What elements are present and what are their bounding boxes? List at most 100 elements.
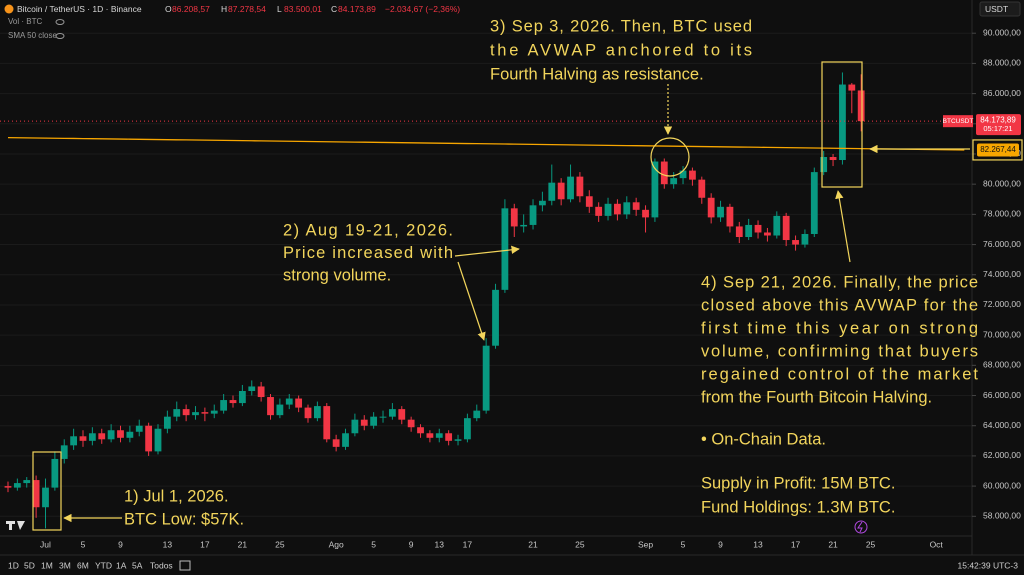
symbol-tag: BTCUSDT bbox=[943, 118, 974, 125]
candle-body bbox=[801, 233, 809, 245]
candle-body bbox=[201, 412, 209, 414]
annotation-line: from the Fourth Bitcoin Halving. bbox=[701, 388, 932, 406]
candle-body bbox=[670, 178, 678, 185]
x-tick-label: 5 bbox=[371, 539, 376, 549]
compare-button[interactable] bbox=[179, 560, 191, 571]
candle-body bbox=[576, 176, 584, 197]
candle-body bbox=[567, 176, 574, 200]
symbol: Bitcoin / TetherUS · 1D · Binance bbox=[17, 4, 142, 14]
range-button[interactable]: 1A bbox=[116, 560, 127, 570]
currency[interactable]: USDT bbox=[985, 4, 1008, 14]
x-tick-label: 21 bbox=[528, 539, 538, 549]
candle-body bbox=[248, 386, 256, 391]
candle-body bbox=[557, 182, 565, 200]
currency-select[interactable] bbox=[979, 1, 1021, 17]
candle-body bbox=[848, 84, 856, 91]
candle-body bbox=[454, 439, 462, 441]
x-tick-label: 9 bbox=[718, 539, 723, 549]
range-button[interactable]: 5D bbox=[24, 560, 35, 570]
alert-icon[interactable] bbox=[854, 520, 868, 534]
candle-body bbox=[689, 170, 696, 180]
ohlc-value: 83.500,01 bbox=[284, 4, 322, 14]
candle-body bbox=[435, 433, 443, 438]
candle-body bbox=[529, 205, 537, 225]
x-tick-label: 13 bbox=[163, 539, 173, 549]
plot bbox=[0, 72, 972, 529]
candle-body bbox=[163, 416, 171, 429]
annotation-line: Price increased with bbox=[283, 244, 453, 262]
candle-body bbox=[764, 232, 771, 236]
annotations: 1) Jul 1, 2026. BTC Low: $57K. 2) Aug 19-2… bbox=[124, 17, 978, 528]
candle-body bbox=[304, 407, 312, 419]
countdown: 05:17:21 bbox=[983, 124, 1012, 133]
candle-body bbox=[276, 404, 284, 416]
candle-body bbox=[595, 206, 603, 216]
candle-body bbox=[323, 406, 331, 440]
range-button[interactable]: 1M bbox=[41, 560, 53, 570]
y-tick-label: 88.000,00 bbox=[983, 58, 1021, 68]
x-tick-label: Sep bbox=[638, 539, 653, 549]
x-tick-label: 25 bbox=[275, 539, 285, 549]
x-tick-label: 13 bbox=[753, 539, 763, 549]
candle-body bbox=[623, 202, 631, 215]
x-tick-label: 25 bbox=[575, 539, 585, 549]
candle-body bbox=[210, 410, 218, 414]
annotation-line: Supply in Profit: 15M BTC. bbox=[701, 474, 895, 492]
candle-body bbox=[717, 206, 724, 218]
range-button[interactable]: YTD bbox=[95, 560, 112, 570]
candle-body bbox=[32, 480, 40, 508]
x-tick-label: 25 bbox=[866, 539, 876, 549]
candle-body bbox=[285, 398, 293, 405]
candle-body bbox=[42, 487, 49, 508]
alert-icon bbox=[857, 521, 863, 533]
ohlc-value: 86.208,57 bbox=[172, 4, 210, 14]
coin-icon bbox=[4, 4, 14, 14]
x-tick-label: 5 bbox=[681, 539, 686, 549]
candle-body bbox=[792, 240, 799, 245]
candle-body bbox=[539, 200, 546, 206]
eye-icon[interactable] bbox=[55, 19, 65, 25]
candle-body bbox=[726, 206, 734, 227]
logo bbox=[6, 521, 25, 530]
annotation-line: Fund Holdings: 1.3M BTC. bbox=[701, 498, 895, 516]
candle-body bbox=[473, 410, 481, 419]
sma-label: SMA 50 close bbox=[8, 31, 57, 40]
range-button[interactable]: 5A bbox=[132, 560, 143, 570]
y-tick-label: 86.000,00 bbox=[983, 88, 1021, 98]
candle-body bbox=[229, 400, 237, 404]
range-button[interactable]: Todos bbox=[150, 560, 173, 570]
range-button[interactable]: 3M bbox=[59, 560, 71, 570]
candle-body bbox=[839, 84, 846, 161]
candle-body bbox=[698, 179, 706, 198]
range-button[interactable]: 6M bbox=[77, 560, 89, 570]
x-tick-label: Jul bbox=[40, 539, 51, 549]
last-price-tag: 84.173,89 bbox=[980, 115, 1016, 124]
ohlc-key: L bbox=[277, 4, 282, 14]
candle-body bbox=[501, 208, 509, 290]
candle-body bbox=[23, 480, 31, 484]
candle-body bbox=[660, 161, 668, 185]
candle-body bbox=[417, 427, 424, 434]
candle-body bbox=[313, 406, 321, 419]
arrow bbox=[457, 261, 486, 341]
annotation-line: Fourth Halving as resistance. bbox=[490, 65, 704, 83]
change: −2.034,67 (−2,36%) bbox=[385, 4, 460, 14]
candle-body bbox=[510, 208, 518, 227]
candle-body bbox=[98, 433, 106, 440]
candle-body bbox=[482, 345, 490, 411]
eye-icon[interactable] bbox=[55, 33, 65, 39]
x-tick-label: 5 bbox=[81, 539, 86, 549]
y-tick-label: 64.000,00 bbox=[983, 420, 1021, 430]
y-tick-label: 70.000,00 bbox=[983, 329, 1021, 339]
range-button[interactable]: 1D bbox=[8, 560, 19, 570]
y-tick-label: 58.000,00 bbox=[983, 511, 1021, 521]
candle-body bbox=[707, 197, 715, 218]
annotation-line: volume, confirming that buyers bbox=[701, 342, 978, 360]
candle-body bbox=[173, 409, 181, 417]
candle-body bbox=[463, 418, 471, 440]
candle-body bbox=[342, 433, 349, 447]
y-tick-label: 74.000,00 bbox=[983, 269, 1021, 279]
candle-body bbox=[126, 431, 134, 438]
